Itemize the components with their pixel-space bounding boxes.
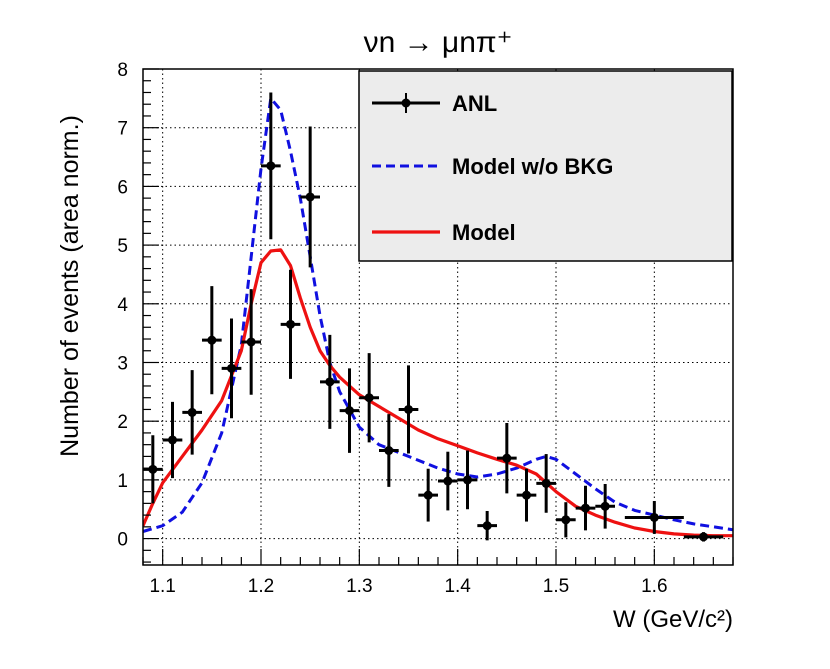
y-tick-label: 2: [117, 412, 128, 433]
anl-data-point: [266, 161, 276, 171]
anl-data-point: [286, 319, 295, 329]
y-tick-label: 3: [117, 353, 128, 374]
series-layer: [143, 92, 733, 542]
anl-data-point: [246, 337, 256, 347]
x-tick-label: 1.6: [641, 576, 667, 597]
anl-data-point: [482, 521, 492, 531]
anl-data-point: [699, 532, 708, 542]
x-tick-label: 1.4: [444, 576, 471, 597]
chart-title: νn → μnπ⁺: [364, 26, 513, 59]
x-tick-label: 1.1: [149, 576, 175, 597]
anl-data-point: [649, 512, 659, 522]
anl-data-point: [227, 363, 236, 373]
anl-data-point: [187, 407, 197, 417]
plot-area: [143, 92, 733, 542]
legend-label: Model: [452, 220, 516, 245]
anl-data-point: [502, 453, 512, 463]
legend: ANL Model w/o BKG Model: [358, 70, 733, 262]
anl-points: [143, 92, 724, 542]
anl-data-point: [600, 501, 610, 511]
anl-data-point: [345, 406, 354, 416]
anl-data-point: [443, 476, 453, 486]
x-axis-label: W (GeV/c²): [613, 606, 733, 633]
anl-data-point: [581, 503, 590, 513]
y-tick-label: 6: [117, 177, 128, 198]
anl-data-point: [325, 377, 335, 387]
y-tick-label: 4: [117, 295, 128, 316]
y-tick-label: 1: [117, 471, 128, 492]
anl-data-point: [423, 490, 433, 500]
anl-data-point: [207, 335, 217, 345]
y-tick-label: 7: [117, 119, 128, 140]
y-tick-label: 5: [117, 236, 128, 257]
legend-label: ANL: [452, 91, 497, 116]
x-tick-label: 1.2: [248, 576, 274, 597]
anl-data-point: [463, 475, 472, 485]
legend-label: Model w/o BKG: [452, 154, 613, 179]
anl-data-point: [541, 478, 551, 488]
anl-data-point: [168, 435, 177, 445]
x-tick-label: 1.5: [543, 576, 569, 597]
axis-ticks: 1.1 1.2 1.3 1.4 1.5 1.6 0 1 2 3 4 5 6 7 8: [117, 60, 734, 597]
anl-data-point: [384, 446, 394, 456]
y-tick-label: 0: [117, 530, 128, 551]
anl-data-point: [561, 515, 571, 525]
model-curve: [143, 248, 733, 538]
y-tick-label: 8: [117, 60, 128, 81]
anl-data-point: [522, 490, 531, 500]
anl-data-point: [404, 404, 413, 414]
anl-data-point: [148, 464, 158, 474]
anl-data-point: [364, 393, 374, 403]
legend-anl-marker: [401, 98, 411, 108]
anl-data-point: [305, 192, 315, 202]
x-tick-label: 1.3: [346, 576, 372, 597]
y-axis-label: Number of events (area norm.): [56, 115, 84, 457]
